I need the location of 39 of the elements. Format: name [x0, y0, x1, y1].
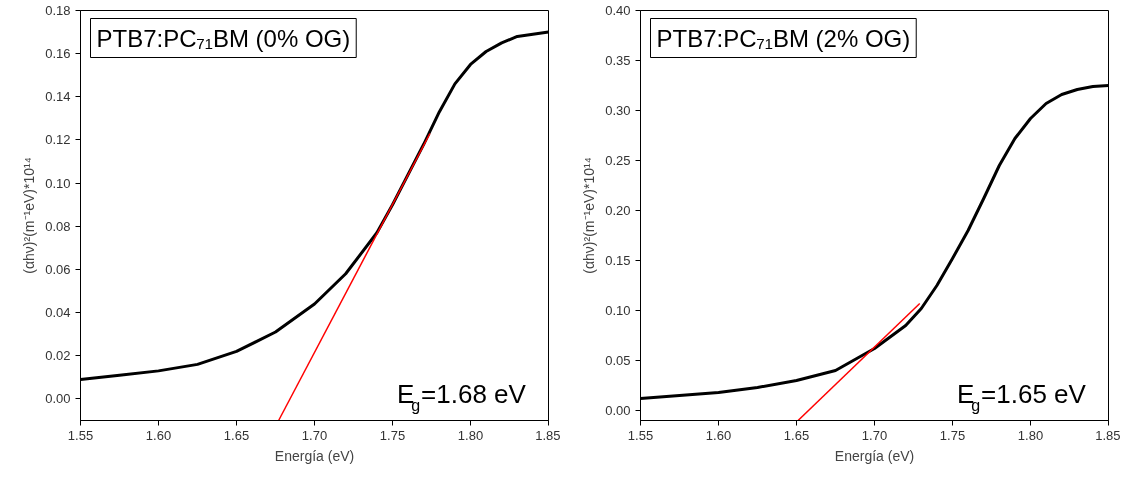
y-tick-label: 0.05	[605, 353, 631, 368]
x-tick-label: 1.75	[379, 427, 406, 443]
y-tick-label: 0.14	[45, 89, 71, 105]
x-tick-label: 1.60	[705, 427, 732, 443]
y-tick-label: 0.35	[605, 53, 631, 68]
text: PTB7:PC₇₁BM (2% OG)	[656, 24, 911, 52]
y-tick-label: 0.00	[45, 391, 71, 407]
y-axis-title: (αhν)²(m⁻¹eV)*10¹⁴	[21, 157, 38, 274]
y-tick-label: 0.20	[605, 203, 631, 218]
y-tick-label: 0.25	[605, 153, 631, 168]
x-tick-label: 1.55	[67, 427, 94, 443]
x-axis-title: Energía (eV)	[834, 447, 915, 464]
x-tick-label: 1.80	[1017, 427, 1044, 443]
y-tick-label: 0.18	[45, 3, 71, 18]
x-tick-label: 1.85	[1095, 427, 1121, 443]
y-tick-label: 0.10	[605, 303, 631, 318]
text: PTB7:PC₇₁BM (0% OG)	[96, 24, 351, 52]
x-axis-title: Energía (eV)	[274, 447, 355, 464]
x-tick-label: 1.70	[861, 427, 888, 443]
y-tick-label: 0.12	[45, 132, 71, 148]
x-tick-label: 1.65	[783, 427, 810, 443]
y-tick-label: 0.15	[605, 253, 631, 268]
y-tick-label: 0.04	[45, 305, 71, 321]
y-tick-label: 0.00	[605, 403, 631, 418]
x-tick-label: 1.80	[457, 427, 484, 443]
y-tick-label: 0.10	[45, 175, 71, 191]
y-tick-label: 0.30	[605, 103, 631, 118]
x-tick-label: 1.55	[627, 427, 654, 443]
x-tick-label: 1.70	[301, 427, 328, 443]
y-axis-title: (αhν)²(m⁻¹eV)*10¹⁴	[581, 157, 598, 274]
x-tick-label: 1.65	[223, 427, 250, 443]
y-tick-label: 0.40	[605, 3, 631, 18]
y-tick-label: 0.06	[45, 261, 71, 277]
y-tick-label: 0.02	[45, 348, 71, 364]
x-tick-label: 1.60	[145, 427, 172, 443]
x-tick-label: 1.75	[939, 427, 966, 443]
y-tick-label: 0.08	[45, 218, 71, 234]
y-tick-label: 0.16	[45, 46, 71, 62]
x-tick-label: 1.85	[535, 427, 561, 443]
